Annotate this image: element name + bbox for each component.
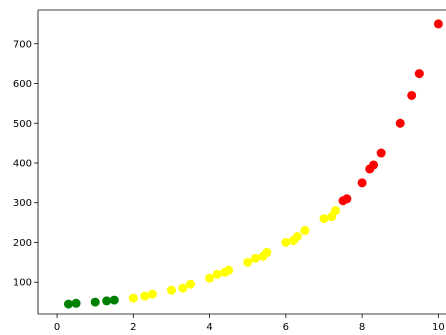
x-tick-label: 10 <box>432 322 445 333</box>
data-point-yellow <box>262 247 272 257</box>
data-point-yellow <box>224 265 234 275</box>
data-point-yellow <box>147 289 157 299</box>
data-point-red <box>395 118 405 128</box>
data-point-green <box>71 298 81 308</box>
data-point-yellow <box>250 253 260 263</box>
x-tick-label: 0 <box>54 322 60 333</box>
data-point-red <box>414 69 424 79</box>
plot-area <box>37 9 446 315</box>
data-point-red <box>376 148 386 158</box>
x-tick-label: 6 <box>283 322 289 333</box>
y-tick-label: 600 <box>13 79 32 90</box>
x-axis-ticks: 0 2 4 6 8 10 <box>54 314 445 333</box>
y-tick-label: 500 <box>13 119 32 130</box>
y-tick-label: 300 <box>13 198 32 209</box>
data-point-yellow <box>140 291 150 301</box>
data-point-yellow <box>319 214 329 224</box>
data-point-red <box>357 178 367 188</box>
data-point-red <box>369 160 379 170</box>
x-tick-label: 2 <box>130 322 136 333</box>
y-tick-label: 700 <box>13 39 32 50</box>
data-point-yellow <box>178 283 188 293</box>
data-point-yellow <box>243 257 253 267</box>
data-point-red <box>342 194 352 204</box>
y-tick-label: 200 <box>13 238 32 249</box>
data-point-yellow <box>281 237 291 247</box>
data-point-yellow <box>128 293 138 303</box>
data-points <box>64 19 443 309</box>
data-point-green <box>90 297 100 307</box>
data-point-green <box>102 296 112 306</box>
data-point-green <box>109 295 119 305</box>
y-tick-label: 400 <box>13 158 32 169</box>
x-tick-label: 4 <box>206 322 212 333</box>
x-tick-label: 8 <box>359 322 365 333</box>
data-point-yellow <box>205 273 215 283</box>
y-tick-label: 100 <box>13 278 32 289</box>
data-point-yellow <box>300 226 310 236</box>
data-point-red <box>407 90 417 100</box>
data-point-green <box>64 299 74 309</box>
data-point-red <box>433 19 443 29</box>
data-point-yellow <box>186 279 196 289</box>
data-point-yellow <box>166 285 176 295</box>
data-point-yellow <box>330 206 340 216</box>
data-point-yellow <box>292 232 302 242</box>
data-point-yellow <box>212 269 222 279</box>
y-axis-ticks: 100 200 300 400 500 600 700 <box>13 39 38 289</box>
